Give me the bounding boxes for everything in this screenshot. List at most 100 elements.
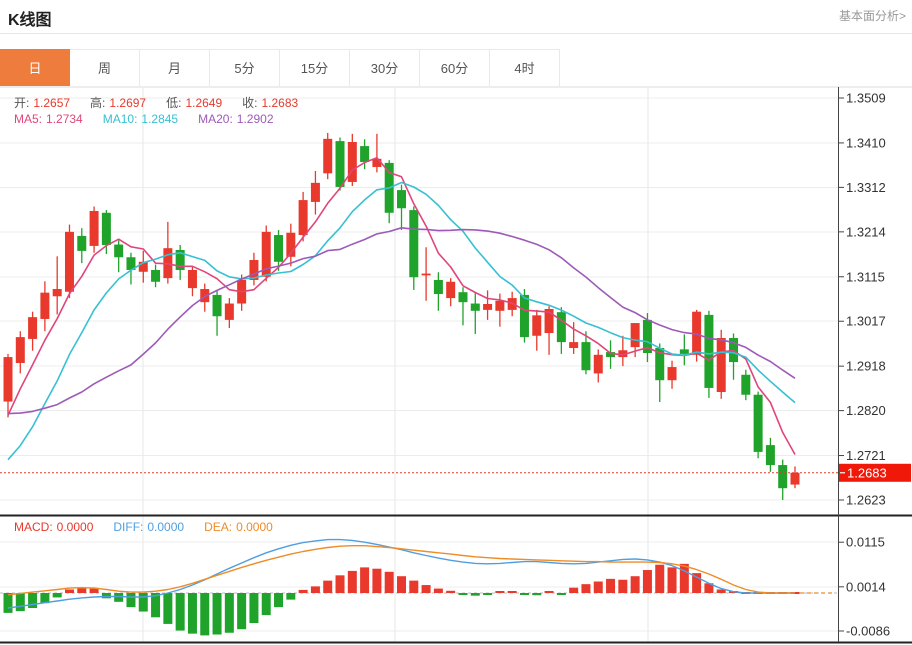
- candle-body: [716, 338, 726, 393]
- candle-body: [28, 317, 38, 339]
- macd-bar: [175, 593, 185, 631]
- ma10-line-group: [7, 181, 796, 461]
- macd-bar: [224, 593, 234, 633]
- axis-tick-label: 1.3115: [846, 269, 885, 284]
- ohlc-legend-row: 开: 1.2657 高: 1.2697 低: 1.2649 收: 1.2683: [14, 94, 318, 111]
- tab-月[interactable]: 月: [140, 49, 210, 86]
- candle-body: [458, 292, 468, 303]
- candle-body: [89, 210, 99, 246]
- candle-body: [360, 146, 370, 162]
- axis-tick-label: 1.2721: [846, 448, 886, 463]
- candle-body: [532, 315, 542, 336]
- macd-bar: [138, 593, 148, 612]
- macd-bar: [101, 593, 111, 599]
- candle-body: [630, 323, 640, 348]
- macd-bar: [335, 575, 345, 593]
- panel-frames: [0, 87, 912, 644]
- dea-line-group: [7, 545, 795, 596]
- macd-bar: [593, 581, 603, 593]
- macd-bar: [569, 587, 579, 593]
- macd-bar: [3, 593, 13, 613]
- tab-15分[interactable]: 15分: [280, 49, 350, 86]
- candles-group: [3, 132, 800, 500]
- macd-bar: [15, 593, 25, 612]
- ma-item-1: MA10: 1.2845: [102, 112, 179, 126]
- candle-body: [790, 472, 800, 485]
- macd-bar: [77, 587, 87, 593]
- macd-bar: [114, 593, 124, 602]
- candle-body: [544, 308, 554, 334]
- macd-bar: [716, 589, 726, 593]
- candle-body: [101, 212, 111, 246]
- axis-tick-label: -0.0086: [846, 623, 890, 638]
- fundamental-analysis-link[interactable]: 基本面分析>: [838, 9, 906, 23]
- candle-body: [151, 269, 161, 282]
- macd-bar: [323, 580, 333, 593]
- macd-bar: [581, 584, 591, 593]
- candle-body: [274, 235, 284, 262]
- candle-body: [667, 367, 677, 381]
- macd-bar: [347, 570, 357, 593]
- tab-30分[interactable]: 30分: [350, 49, 420, 86]
- axis-tick-label: 0.0014: [846, 579, 886, 594]
- candle-body: [778, 465, 788, 489]
- ma10-line: [7, 181, 796, 461]
- macd-bar: [200, 593, 210, 636]
- candle-body: [3, 357, 13, 402]
- tab-日[interactable]: 日: [0, 49, 70, 86]
- candle-body: [519, 294, 529, 338]
- tab-60分[interactable]: 60分: [420, 49, 490, 86]
- tab-周[interactable]: 周: [70, 49, 140, 86]
- ma-item-2: MA20: 1.2902: [198, 112, 274, 126]
- kline-chart[interactable]: 1.2683 1.3509 1.3410 1.3312 1.3214 1.3115 1.30…: [0, 87, 912, 645]
- macd-bar: [655, 564, 665, 593]
- macd-bar: [163, 593, 173, 624]
- candle-body: [692, 311, 702, 355]
- candle-body: [249, 259, 259, 280]
- axis-tick-label: 1.3312: [846, 180, 886, 195]
- candle-body: [679, 349, 689, 354]
- macd-bar: [151, 593, 161, 618]
- candle-body: [138, 261, 148, 272]
- candle-body: [421, 273, 431, 276]
- axis-tick-label: 0.0115: [846, 535, 885, 550]
- axis-tick-label: 1.2918: [846, 359, 886, 374]
- macd-bar: [470, 593, 480, 596]
- macd-bar: [544, 591, 554, 593]
- ma5-line: [7, 156, 796, 455]
- candle-body: [618, 350, 628, 358]
- macd-bar: [64, 589, 74, 593]
- macd-bar: [274, 593, 284, 608]
- tab-5分[interactable]: 5分: [210, 49, 280, 86]
- page-title: K线图: [8, 12, 52, 29]
- candle-body: [495, 300, 505, 311]
- tab-4时[interactable]: 4时: [490, 49, 560, 86]
- candle-body: [753, 394, 763, 452]
- macd-bar: [89, 588, 99, 593]
- candle-body: [286, 232, 296, 257]
- macd-bar: [261, 593, 271, 616]
- candle-body: [212, 294, 222, 317]
- macd-bar: [630, 576, 640, 593]
- candle-body: [298, 200, 308, 236]
- axis-tick-label: 1.3017: [846, 314, 886, 329]
- macd-bar: [606, 578, 616, 593]
- candle-body: [765, 445, 775, 466]
- macd-bar: [126, 593, 136, 608]
- macd-bar: [458, 593, 468, 595]
- macd-bar: [212, 593, 222, 635]
- candle-body: [126, 257, 136, 270]
- candle-body: [606, 352, 616, 358]
- dea-line: [7, 545, 795, 596]
- macd-legend-row: MACD: 0.0000 DIFF: 0.0000 DEA: 0.0000: [14, 520, 293, 534]
- ma5-line-group: [7, 156, 796, 455]
- candle-body: [409, 210, 419, 278]
- macd-bar: [310, 586, 320, 593]
- title-divider: [0, 33, 912, 34]
- candle-body: [15, 337, 25, 363]
- candle-body: [261, 231, 271, 277]
- candle-body: [642, 319, 652, 353]
- ma20-line-group: [7, 227, 796, 415]
- candle-body: [372, 158, 382, 167]
